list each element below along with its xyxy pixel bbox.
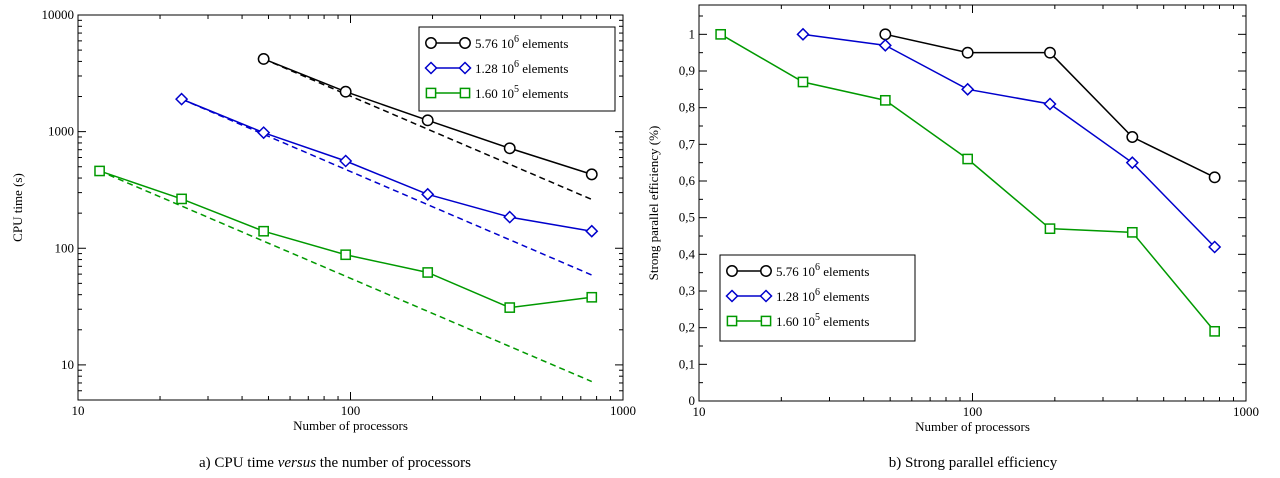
- legend: 5.76 106 elements 1.28 106 elements 1.60 1…: [719, 254, 916, 342]
- y-tick-label: 0,5: [679, 210, 695, 225]
- legend-label-1: 5.76 106 elements: [475, 34, 568, 51]
- legend-label-3: 1.60 105 elements: [475, 84, 568, 101]
- legend-marker: [760, 315, 772, 327]
- x-tick-label: 100: [963, 404, 983, 419]
- legend-box: [719, 254, 916, 342]
- legend-label-2: 1.28 106 elements: [776, 287, 869, 304]
- series-line-2: [802, 33, 1216, 248]
- y-tick-label: 0,4: [679, 246, 696, 261]
- data-point-series-3: [176, 193, 187, 205]
- legend-marker: [459, 37, 471, 49]
- data-point-series-2: [585, 224, 599, 238]
- data-point-series-1: [257, 52, 270, 65]
- data-point-series-2: [1043, 97, 1057, 111]
- data-point-series-3: [1126, 226, 1138, 238]
- y-tick-label: 0,9: [679, 63, 695, 78]
- ideal-scaling-line: [99, 170, 593, 383]
- data-point-series-3: [1044, 223, 1056, 235]
- data-point-series-1: [503, 142, 516, 155]
- data-point-series-3: [340, 249, 352, 261]
- legend-marker: [424, 61, 438, 75]
- legend-marker: [458, 61, 472, 75]
- legend-marker: [425, 87, 437, 99]
- x-tick-label: 10: [693, 404, 706, 419]
- data-point-series-3: [422, 267, 434, 278]
- legend-marker: [425, 37, 437, 49]
- data-point-series-2: [1208, 240, 1222, 254]
- y-tick-label: 100: [55, 240, 75, 255]
- series-line-2: [181, 98, 592, 232]
- x-tick-label: 10: [72, 403, 85, 418]
- legend-marker: [725, 289, 739, 303]
- x-axis-title: Number of processors: [293, 418, 408, 433]
- data-point-series-3: [586, 291, 598, 303]
- data-point-series-1: [879, 28, 892, 41]
- figure-caption: b) Strong parallel efficiency: [889, 455, 1058, 471]
- y-axis-title: Strong parallel efficiency (%): [646, 126, 661, 281]
- y-tick-label: 10: [61, 357, 74, 372]
- y-axis-title: CPU time (s): [10, 173, 25, 242]
- y-tick-label: 0,3: [679, 283, 695, 298]
- x-tick-label: 1000: [1233, 404, 1259, 419]
- legend-box: [418, 26, 616, 112]
- data-point-series-1: [1126, 131, 1139, 143]
- legend-marker: [726, 265, 738, 277]
- data-point-series-2: [796, 27, 810, 41]
- legend-label-1: 5.76 106 elements: [776, 262, 869, 279]
- data-point-series-3: [715, 28, 727, 40]
- y-tick-label: 10000: [42, 7, 75, 22]
- data-point-series-3: [504, 302, 516, 313]
- data-point-series-1: [339, 85, 352, 98]
- data-point-series-3: [94, 165, 105, 177]
- data-point-series-2: [961, 82, 975, 96]
- y-tick-label: 0: [689, 393, 696, 408]
- plot-frame: [698, 4, 1247, 402]
- chart-b: 10 100 1000 0 0,1 0,2 0,3 0,4 0,5 0,6 0,7 0,8 0,9 1 Nu…: [646, 4, 1259, 471]
- y-tick-label: 0,8: [679, 100, 695, 115]
- data-point-series-2: [339, 154, 353, 168]
- data-point-series-1: [1044, 46, 1056, 59]
- legend-marker: [760, 265, 772, 277]
- y-tick-label: 1: [689, 26, 696, 41]
- data-point-series-3: [962, 153, 974, 165]
- data-point-series-3: [1209, 325, 1220, 337]
- data-point-series-2: [503, 210, 517, 224]
- data-point-series-1: [961, 46, 974, 59]
- ideal-scaling-line: [181, 98, 593, 276]
- figure-caption: a) CPU time versus the number of process…: [199, 455, 471, 471]
- legend-marker: [726, 315, 738, 327]
- data-point-series-2: [175, 92, 189, 106]
- data-point-series-3: [797, 76, 809, 88]
- x-tick-label: 100: [341, 403, 361, 418]
- data-point-series-2: [1125, 156, 1139, 170]
- legend-label-2: 1.28 106 elements: [475, 59, 568, 76]
- data-point-series-3: [879, 94, 891, 106]
- x-axis-title: Number of processors: [915, 419, 1030, 434]
- y-tick-label: 0,1: [679, 356, 695, 371]
- data-point-series-3: [258, 225, 269, 237]
- y-tick-label: 0,7: [679, 136, 696, 151]
- legend-marker: [759, 289, 773, 303]
- data-point-series-2: [878, 38, 892, 52]
- y-tick-label: 0,2: [679, 320, 695, 335]
- chart-a: 10 100 1000 10 100 1000 10000 Number of process…: [10, 7, 636, 471]
- series-line-3: [99, 170, 592, 309]
- legend-marker: [459, 87, 471, 99]
- data-point-series-1: [585, 168, 598, 181]
- data-point-series-1: [421, 114, 434, 127]
- data-point-series-2: [257, 126, 271, 140]
- y-tick-label: 0,6: [679, 173, 696, 188]
- x-tick-label: 1000: [610, 403, 636, 418]
- y-tick-label: 1000: [48, 124, 74, 139]
- data-point-series-2: [421, 187, 435, 201]
- data-point-series-1: [1208, 171, 1221, 184]
- legend-label-3: 1.60 105 elements: [776, 312, 869, 329]
- legend: 5.76 106 elements 1.28 106 elements 1.60 1…: [418, 26, 616, 112]
